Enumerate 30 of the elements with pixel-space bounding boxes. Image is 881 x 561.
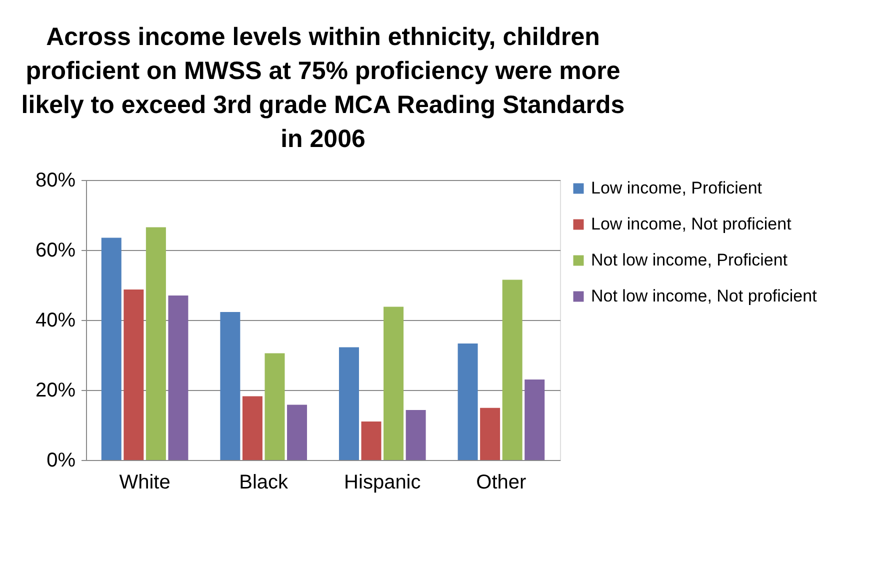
legend-label: Low income, Not proficient [591,214,792,234]
legend-label: Not low income, Proficient [591,250,788,270]
bar [384,306,404,460]
bar [124,290,144,460]
x-tick-label: Hispanic [344,472,421,494]
bar [101,238,122,460]
bar [524,380,545,460]
bar [168,296,188,460]
x-tick-label: White [119,472,170,494]
y-tick-label: 20% [35,380,76,402]
bar [242,396,262,460]
bar [264,353,285,460]
chart-title: Across income levels within ethnicity, children proficient on MWSS at 75% proficiency were more likely to exceed 3rd grade MCA Reading Standards in 2006 [21,23,625,153]
bar [338,347,359,460]
x-tick-label: Black [239,472,290,494]
bar [220,312,240,460]
bar [480,408,500,460]
bar [287,404,308,460]
y-tick-label: 80% [35,170,76,192]
bar [458,343,478,460]
legend-label: Not low income, Not proficient [591,286,818,306]
y-tick-label: 0% [46,450,76,472]
legend-label: Low income, Proficient [591,178,762,198]
bar [502,280,522,460]
y-tick-label: 60% [35,240,76,262]
bar [406,410,426,460]
y-tick-label: 40% [35,310,76,332]
bar [361,422,382,460]
x-tick-label: Other [476,472,527,494]
bar [146,227,166,460]
